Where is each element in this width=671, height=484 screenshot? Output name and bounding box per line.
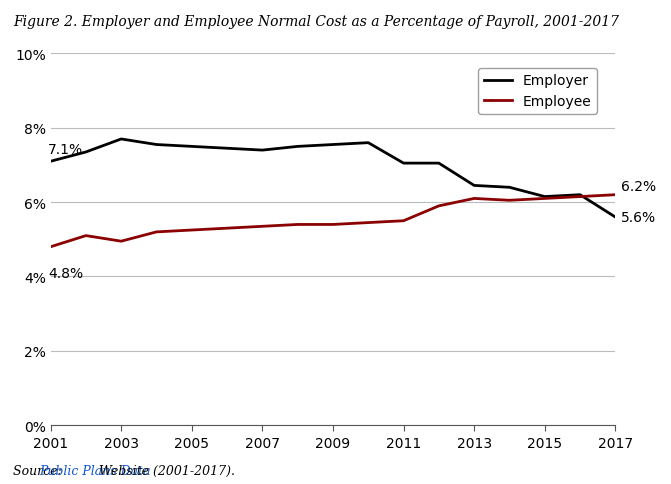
Legend: Employer, Employee: Employer, Employee [478, 69, 597, 115]
Text: Public Plans Data: Public Plans Data [39, 464, 150, 477]
Text: Website (2001-2017).: Website (2001-2017). [95, 464, 235, 477]
Text: Source:: Source: [13, 464, 66, 477]
Text: 5.6%: 5.6% [621, 211, 656, 225]
Text: 6.2%: 6.2% [621, 180, 656, 194]
Text: 7.1%: 7.1% [48, 142, 83, 156]
Text: 4.8%: 4.8% [48, 267, 83, 281]
Text: Figure 2. Employer and Employee Normal Cost as a Percentage of Payroll, 2001-201: Figure 2. Employer and Employee Normal C… [13, 15, 619, 29]
